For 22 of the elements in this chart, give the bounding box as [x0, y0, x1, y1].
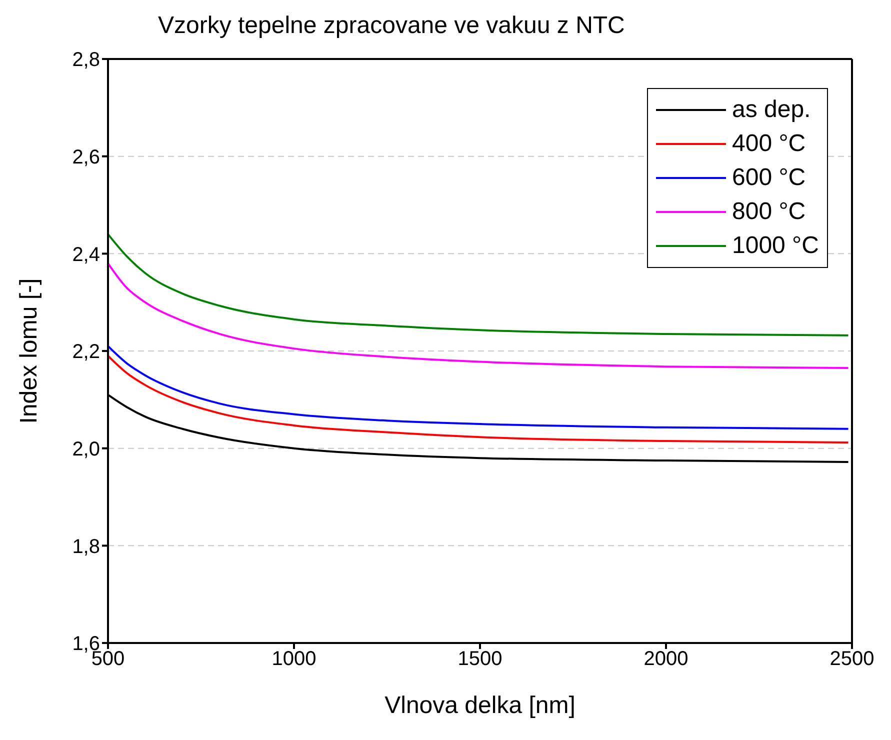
legend-label: 1000 °C: [732, 232, 819, 260]
legend-label: as dep.: [732, 96, 811, 124]
line-series: [108, 262, 850, 370]
x-axis-title: Vlnova delka [nm]: [384, 692, 576, 719]
y-tick-label: 2,6: [72, 146, 100, 168]
y-tick-label: 2,0: [72, 438, 100, 460]
line-series: [108, 345, 850, 430]
line-series: [108, 233, 850, 336]
x-tick-label: 2000: [644, 648, 688, 670]
y-tick-label: 2,2: [72, 341, 100, 364]
legend-label: 600 °C: [732, 164, 806, 192]
chart-title: Vzorky tepelne zpracovane ve vakuu z NTC: [158, 12, 625, 40]
legend-label: 800 °C: [732, 198, 806, 226]
legend-label: 400 °C: [732, 130, 806, 158]
x-tick-label: 1500: [458, 648, 502, 670]
y-tick-label: 1,8: [72, 536, 100, 558]
y-axis-title: Index lomu [-]: [16, 278, 43, 424]
x-tick-label: 2500: [830, 648, 874, 670]
line-series: [108, 354, 850, 444]
y-tick-label: 2,8: [72, 49, 100, 72]
x-tick-label: 1000: [272, 648, 316, 670]
y-tick-label: 2,4: [72, 244, 100, 266]
